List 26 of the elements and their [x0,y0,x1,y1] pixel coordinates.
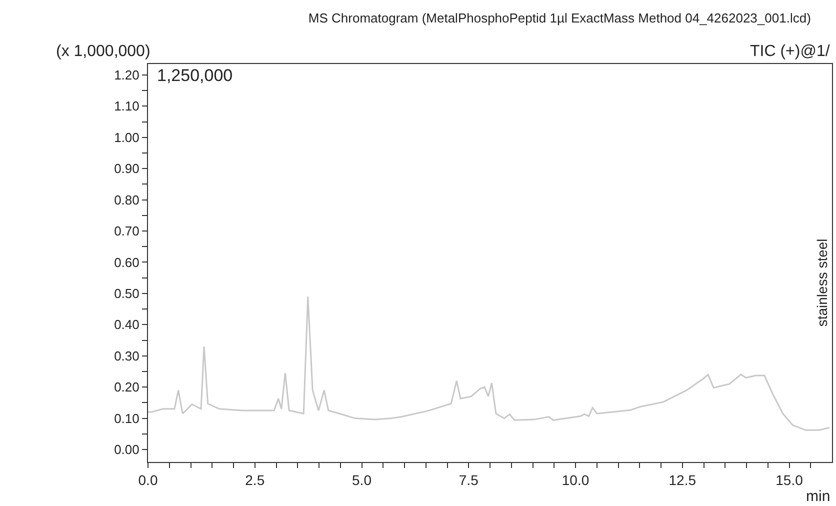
y-tick-label: 0.40 [114,317,140,332]
y-tick-label: 0.80 [114,192,140,208]
y-tick-label: 0.20 [114,380,140,395]
x-tick-label: 10.0 [562,472,590,488]
chart-title: MS Chromatogram (MetalPhosphoPeptid 1µl ExactMass Method 04_4262023_001.lcd) [308,10,811,26]
y-axis-title: (x 1,000,000) [56,43,150,60]
y-tick-label: 1.00 [114,130,140,145]
y-tick-label: 0.60 [114,254,140,270]
annotation: stainless steel [814,238,830,327]
x-tick-label: 5.0 [352,472,372,488]
x-tick-label: 2.5 [245,472,265,488]
y-tick-label: 0.00 [114,442,140,458]
annotation: 1,250,000 [157,66,233,85]
y-tick-label: 0.70 [114,224,140,239]
y-tick-label: 0.90 [114,161,140,176]
x-tick-label: 0.0 [138,472,158,488]
x-tick-label: 12.5 [668,472,696,488]
y-tick-label: 0.10 [114,410,140,426]
y-tick-label: 1.10 [114,98,140,114]
x-axis-title: min [806,488,830,505]
x-tick-label: 7.5 [458,472,479,488]
x-tick-label: 15.0 [776,472,804,488]
y-tick-label: 0.50 [114,286,140,301]
text: TIC (+)@1/ [750,43,830,60]
y-tick-label: 0.30 [114,348,140,364]
y-tick-label: 1.20 [114,67,140,82]
